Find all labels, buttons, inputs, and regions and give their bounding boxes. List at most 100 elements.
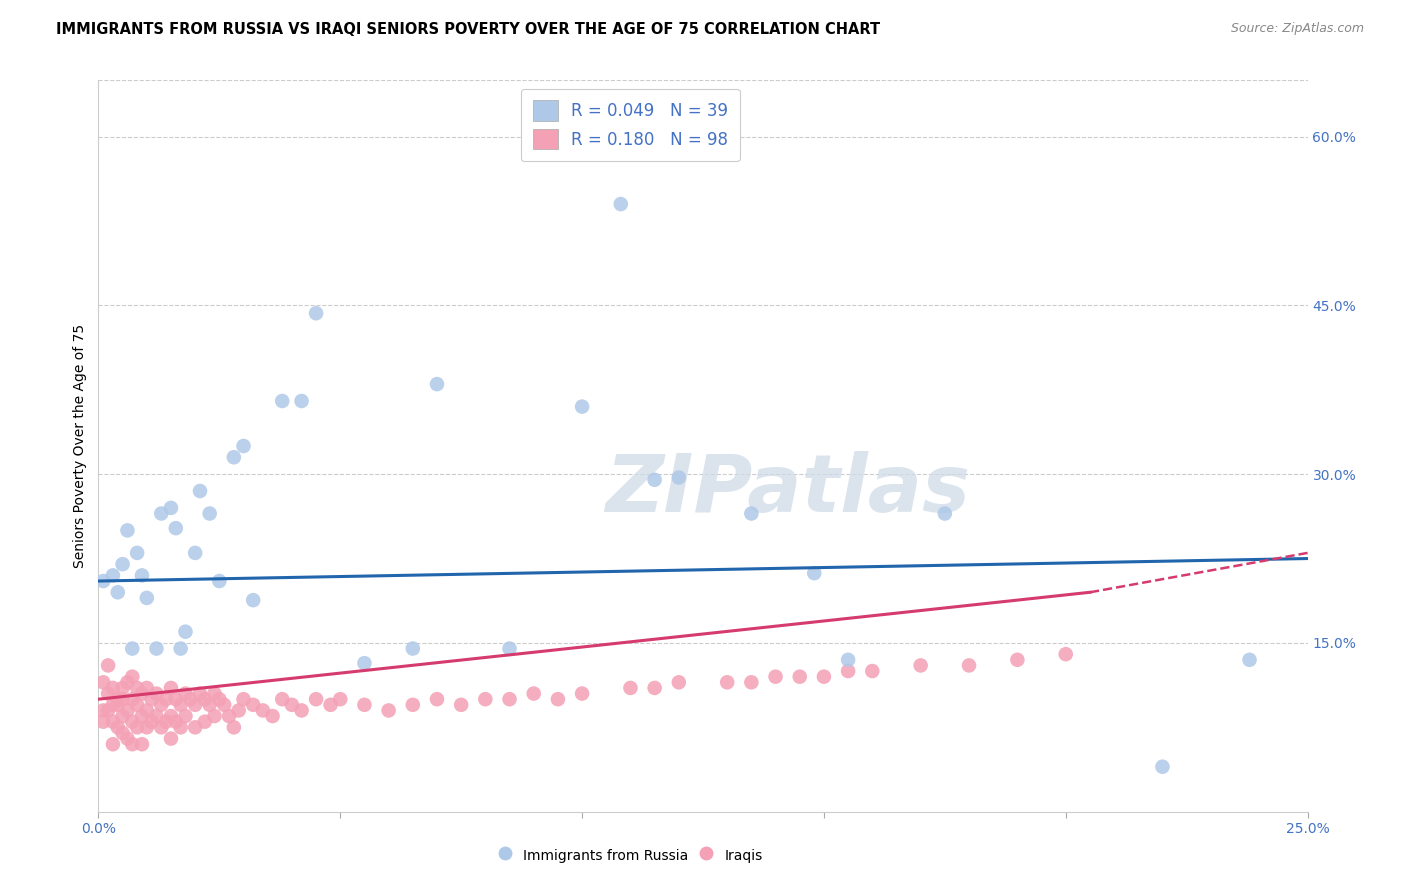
Point: [107, 692, 129, 706]
Point: [165, 521, 187, 535]
Point: [194, 692, 217, 706]
Point: [232, 439, 254, 453]
Point: [188, 687, 211, 701]
Point: [1007, 653, 1029, 667]
Point: [101, 681, 124, 695]
Point: [117, 731, 139, 746]
Point: [789, 670, 811, 684]
Point: [131, 737, 153, 751]
Point: [121, 714, 143, 729]
Point: [571, 400, 593, 414]
Point: [97, 703, 120, 717]
Point: [91, 703, 114, 717]
Point: [127, 681, 149, 695]
Point: [184, 546, 207, 560]
Point: [135, 720, 157, 734]
Point: [910, 658, 932, 673]
Point: [165, 692, 187, 706]
Point: [957, 658, 980, 673]
Point: [198, 698, 221, 712]
Point: [117, 524, 139, 538]
Point: [169, 720, 191, 734]
Point: [97, 687, 120, 701]
Point: [498, 692, 520, 706]
Point: [740, 675, 762, 690]
Point: [188, 483, 211, 498]
Point: [353, 698, 375, 712]
Point: [169, 641, 191, 656]
Point: [290, 394, 312, 409]
Point: [150, 507, 173, 521]
Point: [571, 687, 593, 701]
Point: [97, 658, 120, 673]
Point: [160, 709, 183, 723]
Point: [174, 624, 197, 639]
Point: [101, 568, 124, 582]
Point: [131, 709, 153, 723]
Point: [242, 593, 264, 607]
Point: [426, 377, 449, 392]
Point: [160, 500, 183, 515]
Point: [160, 681, 183, 695]
Point: [101, 698, 124, 712]
Point: [668, 675, 690, 690]
Point: [111, 681, 134, 695]
Point: [208, 574, 231, 588]
Point: [474, 692, 496, 706]
Point: [377, 703, 399, 717]
Point: [160, 731, 183, 746]
Point: [145, 709, 167, 723]
Point: [610, 197, 633, 211]
Point: [131, 687, 153, 701]
Point: [218, 709, 240, 723]
Point: [242, 698, 264, 712]
Point: [619, 681, 641, 695]
Point: [155, 692, 177, 706]
Point: [290, 703, 312, 717]
Y-axis label: Seniors Poverty Over the Age of 75: Seniors Poverty Over the Age of 75: [73, 324, 87, 568]
Point: [127, 720, 149, 734]
Point: [222, 450, 245, 465]
Point: [837, 664, 859, 678]
Point: [117, 675, 139, 690]
Point: [111, 692, 134, 706]
Point: [117, 703, 139, 717]
Point: [121, 670, 143, 684]
Point: [305, 306, 328, 320]
Point: [121, 692, 143, 706]
Point: [184, 720, 207, 734]
Point: [498, 641, 520, 656]
Point: [121, 641, 143, 656]
Point: [644, 473, 666, 487]
Point: [145, 641, 167, 656]
Point: [204, 709, 226, 723]
Point: [222, 720, 245, 734]
Point: [547, 692, 569, 706]
Point: [121, 737, 143, 751]
Point: [740, 507, 762, 521]
Point: [208, 692, 231, 706]
Point: [150, 720, 173, 734]
Point: [271, 394, 294, 409]
Legend: Immigrants from Russia, Iraqis: Immigrants from Russia, Iraqis: [491, 839, 769, 871]
Point: [145, 687, 167, 701]
Point: [107, 585, 129, 599]
Text: Source: ZipAtlas.com: Source: ZipAtlas.com: [1230, 22, 1364, 36]
Point: [127, 546, 149, 560]
Point: [198, 507, 221, 521]
Point: [803, 566, 825, 581]
Text: ZIPatlas: ZIPatlas: [605, 450, 970, 529]
Point: [319, 698, 342, 712]
Point: [141, 714, 163, 729]
Point: [228, 703, 250, 717]
Point: [101, 714, 124, 729]
Point: [668, 470, 690, 484]
Point: [402, 641, 425, 656]
Point: [934, 507, 956, 521]
Point: [150, 698, 173, 712]
Point: [107, 698, 129, 712]
Point: [141, 692, 163, 706]
Point: [131, 568, 153, 582]
Point: [353, 656, 375, 670]
Point: [212, 698, 235, 712]
